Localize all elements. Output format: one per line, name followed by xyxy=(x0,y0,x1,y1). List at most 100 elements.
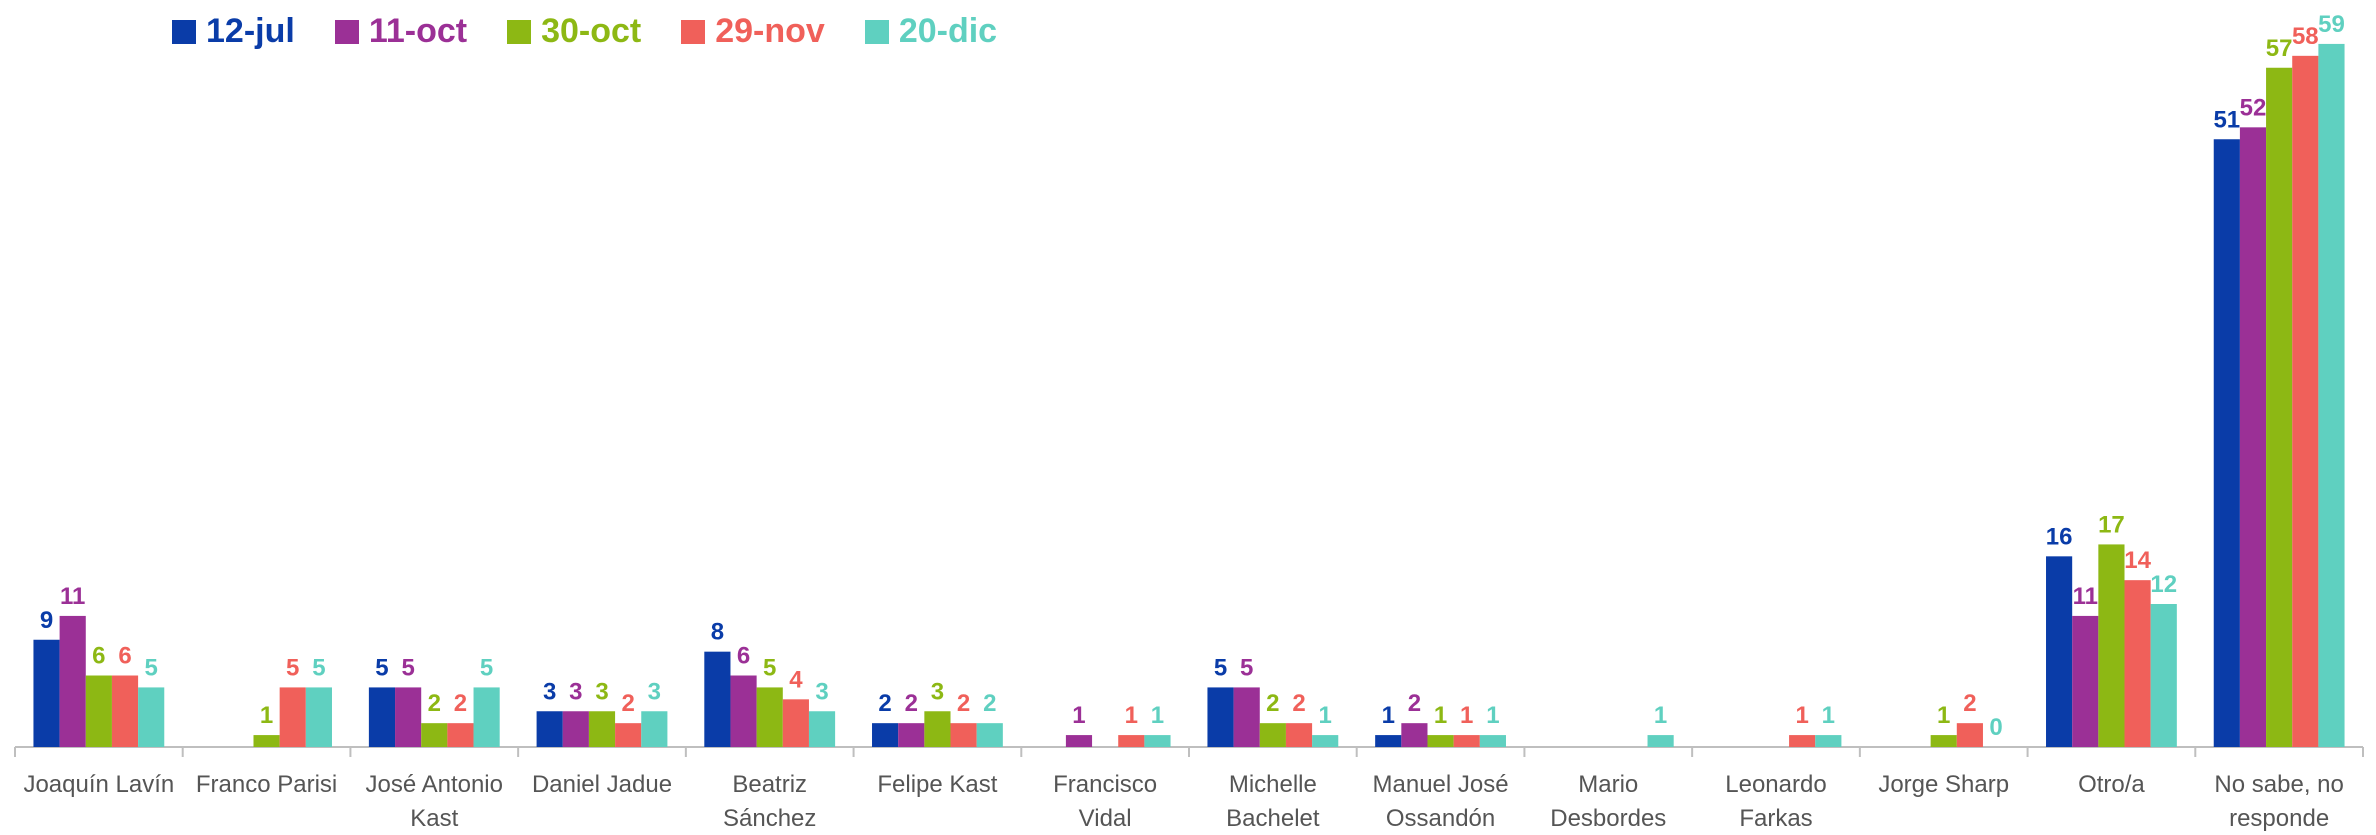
legend-item: 11-oct xyxy=(334,12,468,51)
bar xyxy=(59,615,86,747)
x-tick-label: Daniel Jadue xyxy=(531,771,673,798)
data-label: 8 xyxy=(711,619,724,646)
x-tick-label: No sabe, no responde xyxy=(2214,771,2344,832)
bar xyxy=(2098,544,2125,747)
bar xyxy=(2213,139,2240,747)
data-label: 2 xyxy=(983,690,996,717)
bar xyxy=(111,675,139,747)
legend-label: 30-oct xyxy=(541,12,642,50)
legend-swatch xyxy=(681,19,706,44)
legend-swatch xyxy=(507,19,532,44)
bar xyxy=(33,639,60,747)
data-label: 1 xyxy=(1319,702,1332,729)
bar xyxy=(1285,723,1313,747)
bar xyxy=(421,723,448,747)
bar xyxy=(562,711,589,747)
data-label: 2 xyxy=(1266,690,1279,717)
x-tick-label: Leonardo Farkas xyxy=(1725,771,1827,832)
x-tick-label: Beatriz Sánchez xyxy=(722,771,817,832)
data-label: 6 xyxy=(92,643,105,670)
bar xyxy=(253,735,280,747)
data-label: 2 xyxy=(428,690,441,717)
bar xyxy=(1312,735,1339,747)
data-label: 1 xyxy=(1486,702,1499,729)
data-label: 58 xyxy=(2292,23,2319,50)
data-label: 59 xyxy=(2318,11,2345,38)
data-label: 2 xyxy=(1292,690,1305,717)
data-label: 52 xyxy=(2240,94,2267,121)
bar xyxy=(615,723,642,747)
x-tick-label: Otro/a xyxy=(2078,771,2145,798)
legend-item: 30-oct xyxy=(507,12,641,51)
bar xyxy=(279,687,306,747)
bar xyxy=(976,723,1003,747)
legend-label: 20-dic xyxy=(898,12,998,50)
bar xyxy=(85,675,112,747)
legend-item: 12-jul xyxy=(172,12,295,51)
data-label: 2 xyxy=(878,690,891,717)
x-tick-label: Jorge Sharp xyxy=(1878,771,2010,798)
bar xyxy=(872,723,899,747)
x-tick-label: Michelle Bachelet xyxy=(1226,771,1320,832)
data-label: 3 xyxy=(815,678,828,705)
bar xyxy=(2266,67,2293,747)
bar xyxy=(305,687,332,747)
data-label: 3 xyxy=(569,678,582,705)
data-label: 0 xyxy=(1989,714,2002,741)
data-label: 5 xyxy=(401,654,414,681)
bar xyxy=(536,711,563,747)
legend-label: 11-oct xyxy=(368,12,468,50)
x-tick-label: Francisco Vidal xyxy=(1053,771,1158,832)
data-label: 1 xyxy=(1151,702,1164,729)
bar xyxy=(395,687,422,747)
bar xyxy=(1259,723,1286,747)
data-label: 2 xyxy=(1963,690,1976,717)
bar xyxy=(2318,43,2345,747)
data-label: 5 xyxy=(145,654,158,681)
x-tick-label: Joaquín Lavín xyxy=(23,771,175,798)
data-label: 1 xyxy=(1434,702,1447,729)
bar xyxy=(1647,735,1674,747)
data-label: 2 xyxy=(621,690,634,717)
legend-swatch xyxy=(864,19,889,44)
data-label: 17 xyxy=(2098,511,2125,538)
x-tick-label: Franco Parisi xyxy=(195,771,338,798)
data-label: 5 xyxy=(312,654,325,681)
legend: 12-jul 11-oct 30-oct 29-nov 20-dic xyxy=(172,12,997,51)
legend-label: 29-nov xyxy=(715,12,825,50)
data-label: 1 xyxy=(1460,702,1473,729)
bar xyxy=(1453,735,1480,747)
bar xyxy=(1427,735,1454,747)
data-label: 5 xyxy=(1214,654,1227,681)
data-label: 1 xyxy=(1654,702,1667,729)
bar xyxy=(641,711,668,747)
data-label: 6 xyxy=(118,643,131,670)
bar xyxy=(1815,735,1842,747)
data-label: 11 xyxy=(60,583,85,610)
bar xyxy=(2239,127,2267,748)
bar xyxy=(1375,735,1402,747)
bar xyxy=(1956,723,1983,747)
data-label: 5 xyxy=(480,654,493,681)
legend-item: 29-nov xyxy=(681,12,825,51)
data-label: 5 xyxy=(375,654,388,681)
x-tick-label: Manuel José Ossandón xyxy=(1372,771,1509,832)
data-label: 2 xyxy=(905,690,918,717)
bar xyxy=(1233,687,1260,747)
data-label: 5 xyxy=(1240,654,1253,681)
bar xyxy=(138,687,165,747)
x-tick-label: José Antonio Kast xyxy=(365,771,503,832)
bar xyxy=(756,687,783,747)
data-label: 1 xyxy=(1822,702,1835,729)
bar xyxy=(2150,604,2177,747)
data-label: 5 xyxy=(286,654,299,681)
data-label: 57 xyxy=(2266,35,2293,62)
data-label: 1 xyxy=(1072,702,1085,729)
bar xyxy=(368,687,396,747)
data-label: 51 xyxy=(2213,106,2240,133)
data-label: 1 xyxy=(260,702,273,729)
bar xyxy=(1207,687,1234,747)
bar xyxy=(704,651,731,747)
data-label: 1 xyxy=(1937,702,1950,729)
